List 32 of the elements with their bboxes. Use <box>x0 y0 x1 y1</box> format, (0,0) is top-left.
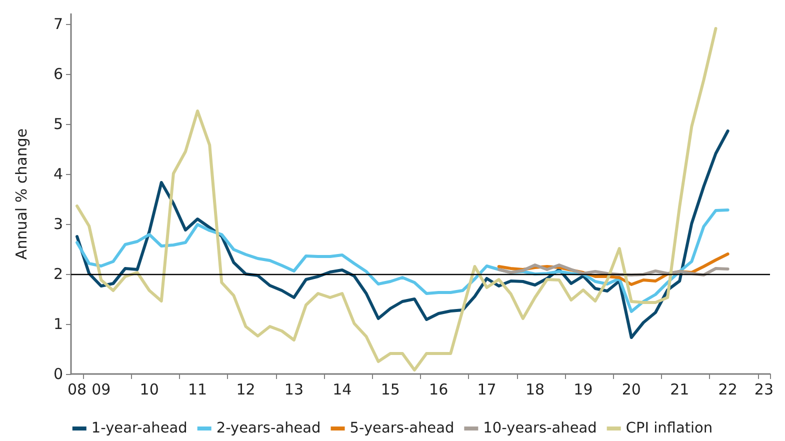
x-tick-label: 15 <box>380 380 400 398</box>
x-tick-label: 16 <box>429 380 448 398</box>
y-tick-label: 3 <box>53 215 63 233</box>
y-tick-label: 6 <box>53 65 63 83</box>
y-tick-label: 7 <box>53 15 63 33</box>
y-tick-label: 5 <box>53 115 63 133</box>
y-tick-label: 2 <box>53 265 63 283</box>
legend-label: 1-year-ahead <box>91 420 188 436</box>
x-tick-label: 23 <box>754 380 774 398</box>
x-tick-label: 13 <box>284 380 304 398</box>
x-tick-label: 20 <box>622 380 641 398</box>
y-tick-label: 1 <box>53 315 63 333</box>
legend-label: 2-years-ahead <box>216 420 321 436</box>
line-series <box>76 27 718 372</box>
x-tick-label: 21 <box>670 380 690 398</box>
x-tick-label: 10 <box>140 380 159 398</box>
y-tick-label: 0 <box>53 365 63 383</box>
line-series <box>76 208 730 313</box>
x-tick-label: 08 <box>67 380 87 398</box>
y-tick-label: 4 <box>53 165 63 183</box>
x-tick-label: 18 <box>525 380 545 398</box>
legend-label: 10-years-ahead <box>483 420 597 436</box>
y-axis-title: Annual % change <box>12 128 30 260</box>
x-tick-label: 11 <box>188 380 208 398</box>
legend-label: 5-years-ahead <box>350 420 454 436</box>
x-tick-label: 09 <box>92 380 111 398</box>
x-tick-label: 17 <box>477 380 496 398</box>
legend-label: CPI inflation <box>626 420 713 436</box>
x-tick-label: 19 <box>574 380 593 398</box>
x-tick-label: 22 <box>718 380 738 398</box>
x-tick-label: 14 <box>332 380 352 398</box>
x-tick-label: 12 <box>236 380 256 398</box>
